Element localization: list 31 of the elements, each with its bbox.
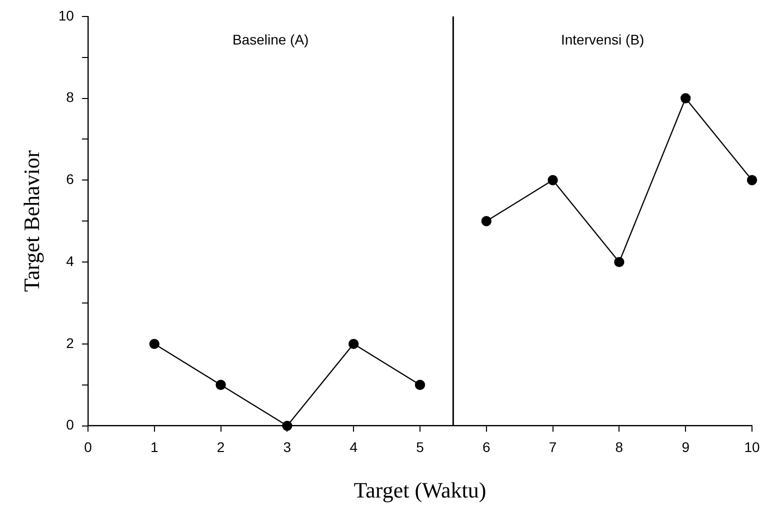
y-tick-label: 8 [66, 89, 74, 106]
x-tick-label: 1 [150, 439, 158, 456]
point [680, 93, 691, 104]
point [614, 256, 624, 268]
annotation: Intervensi (B) [560, 31, 644, 48]
x-tick-label: 7 [548, 439, 557, 456]
x-tick-label: 0 [84, 439, 92, 456]
point [282, 420, 292, 431]
y-tick-label: 2 [66, 334, 74, 351]
annotation: Baseline (A) [232, 31, 309, 48]
point [216, 380, 226, 390]
x-tick-label: 3 [283, 439, 292, 456]
point [149, 338, 160, 350]
y-tick-label: 10 [58, 7, 74, 24]
point [481, 216, 492, 226]
x-tick-label: 5 [416, 439, 424, 456]
point [746, 175, 758, 186]
x-tick-label: 2 [216, 439, 225, 456]
point [348, 338, 359, 350]
y-tick-label: 4 [66, 252, 74, 269]
x-axis-title: Target (Waktu) [354, 478, 486, 503]
x-tick-label: 10 [744, 439, 760, 456]
y-axis-title: Target Behavior [18, 150, 44, 292]
y-tick-label: 0 [66, 416, 74, 433]
point [414, 380, 426, 390]
y-tick-label: 6 [66, 171, 74, 188]
point [548, 175, 558, 186]
x-tick-label: 6 [482, 439, 490, 456]
x-tick-label: 9 [682, 439, 690, 456]
x-tick-label: 4 [350, 439, 358, 456]
x-tick-label: 8 [615, 439, 624, 456]
